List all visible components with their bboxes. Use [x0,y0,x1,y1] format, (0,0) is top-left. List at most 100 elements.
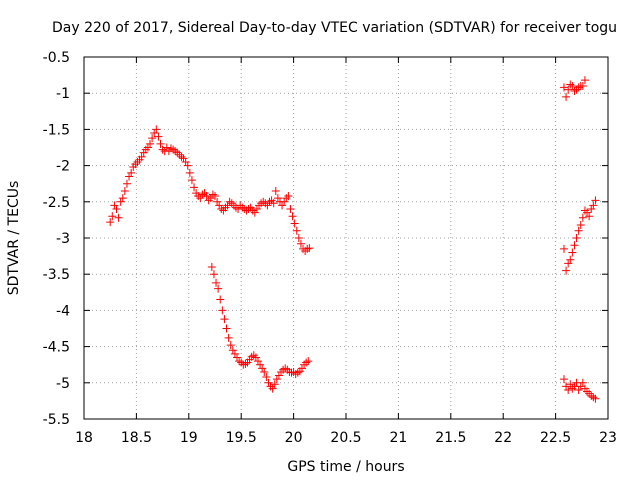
data-point [252,205,261,214]
data-point [224,333,233,342]
x-axis-label: GPS time / hours [287,459,404,475]
data-point [112,205,121,214]
y-tick-label: -3 [56,231,70,247]
data-point [214,284,223,293]
data-point [202,192,211,201]
data-point [150,129,159,138]
satellite-track-e [559,375,600,403]
x-tick-label: 19.5 [226,430,257,446]
data-point [249,351,258,360]
data-point [564,85,573,94]
data-point [218,306,227,315]
data-point [278,201,287,210]
data-point [304,357,313,366]
data-point [241,359,250,368]
data-point [302,358,311,367]
data-point [253,357,262,366]
data-points [106,76,600,403]
data-point [266,382,275,391]
data-point [559,83,568,92]
data-point [587,391,596,400]
data-point [264,378,273,387]
data-point [233,353,242,362]
x-tick-label: 22 [494,430,512,446]
data-point [578,213,587,222]
data-point [238,203,247,212]
data-point [156,139,165,148]
data-point [118,194,127,203]
data-point [236,201,245,210]
data-point [152,125,161,134]
data-point [587,205,596,214]
data-point [227,199,236,208]
data-point [185,168,194,177]
x-tick-label: 19 [180,430,198,446]
data-point [154,132,163,141]
data-point [196,194,205,203]
data-point [143,143,152,152]
data-point [212,278,221,287]
data-point [280,197,289,206]
satellite-track-c [559,76,589,101]
data-point [585,389,594,398]
data-point [562,266,571,275]
data-point [292,226,301,235]
axis-ticks [83,56,609,420]
satellite-track-b [207,262,313,393]
data-point [187,176,196,185]
data-point [572,85,581,94]
data-point [294,234,303,242]
y-tick-label: -0.5 [43,50,70,66]
data-point [570,241,579,250]
data-point [578,378,587,387]
y-tick-label: -2 [56,159,70,175]
data-point [216,295,225,304]
data-point [166,144,175,153]
data-point [110,201,119,210]
data-point [220,315,229,324]
y-tick-label: -3.5 [43,267,70,283]
data-point [265,197,274,206]
data-point [215,201,224,210]
data-point [263,201,272,210]
data-point [133,157,142,166]
data-point [271,186,280,195]
data-point [122,179,131,188]
data-point [256,360,265,369]
data-point [206,194,215,203]
data-point [114,213,123,222]
data-point [286,205,295,214]
data-point [572,234,581,242]
data-point [564,386,573,395]
data-point [568,384,577,393]
data-point [213,197,222,206]
data-point [209,270,218,279]
x-tick-label: 21 [389,430,407,446]
data-point [108,212,117,221]
data-point [171,147,180,156]
data-point [208,190,217,199]
data-point [251,353,260,362]
data-point [116,197,125,206]
x-tick-labels: 18 18.5 19 19.5 20 20.5 21 21.5 22 22.5 23 [75,430,617,446]
y-tick-label: -4.5 [43,340,70,356]
y-tick-label: -4 [56,303,70,319]
data-point [562,92,571,101]
data-point [290,219,299,228]
y-tick-label: -5 [56,376,70,392]
data-point [300,360,309,369]
x-tick-label: 22.5 [540,430,571,446]
data-point [281,364,290,373]
data-point [181,157,190,166]
grid [84,57,608,419]
data-point [297,364,306,373]
chart-title: Day 220 of 2017, Sidereal Day-to-day VTE… [52,20,617,36]
data-point [262,373,271,382]
data-point [576,220,585,229]
data-point [230,349,239,358]
satellite-track-d [559,196,600,275]
data-point [258,364,267,373]
data-point [125,172,134,181]
data-point [274,371,283,380]
